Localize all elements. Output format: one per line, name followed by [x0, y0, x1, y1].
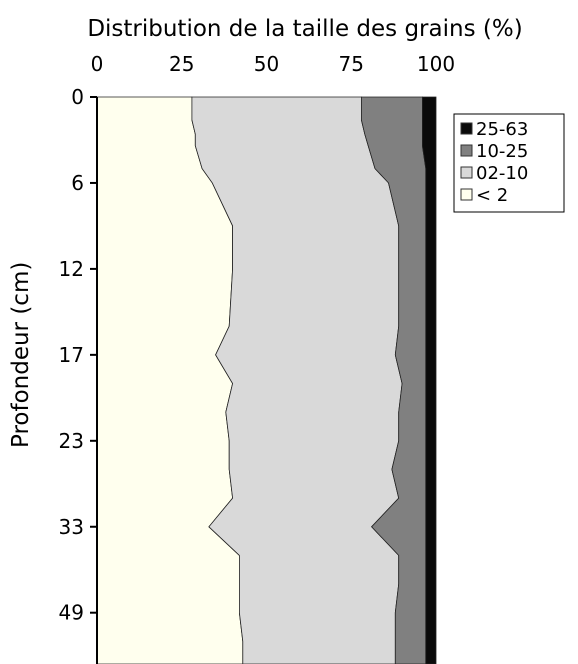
x-tick-label: 75 — [339, 52, 364, 76]
x-axis-ticks: 0 25 50 75 100 — [91, 52, 455, 76]
y-tick-label: 0 — [71, 85, 84, 109]
legend-swatch — [460, 166, 473, 179]
legend-entry: < 2 — [476, 185, 508, 206]
y-tick-label: 49 — [59, 601, 84, 625]
legend-entry: 10-25 — [476, 141, 528, 162]
x-tick-label: 0 — [91, 52, 104, 76]
y-tick-label: 33 — [59, 515, 84, 539]
legend-entry: 25-63 — [476, 119, 528, 140]
legend-swatch — [460, 122, 473, 135]
y-tick-label: 6 — [71, 171, 84, 195]
y-tick-label: 23 — [59, 429, 84, 453]
y-tick-label: 12 — [59, 257, 84, 281]
legend-entry: 02-10 — [476, 163, 528, 184]
x-tick-label: 25 — [169, 52, 194, 76]
y-axis-ticks: 0 6 12 17 23 33 49 — [59, 85, 97, 625]
y-axis-label: Profondeur (cm) — [8, 262, 34, 448]
x-tick-label: 50 — [254, 52, 279, 76]
legend-swatch — [460, 188, 473, 201]
chart-title: Distribution de la taille des grains (%) — [87, 16, 522, 42]
legend-swatch — [460, 144, 473, 157]
stacked-areas — [96, 96, 437, 664]
y-tick-label: 17 — [59, 343, 84, 367]
area-series-25-63 — [422, 96, 437, 664]
x-tick-label: 100 — [417, 52, 455, 76]
